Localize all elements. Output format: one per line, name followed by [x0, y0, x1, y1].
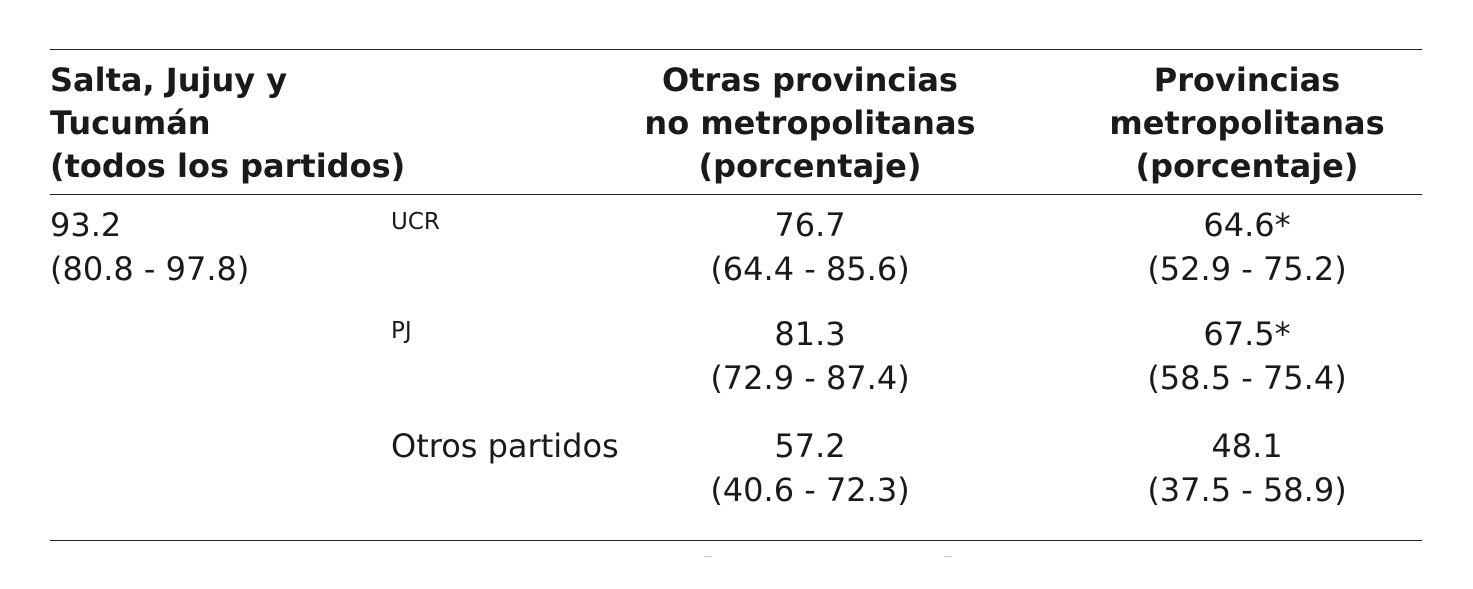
cell-value: 67.5* — [1203, 315, 1291, 353]
header-line: Provincias — [1153, 61, 1341, 99]
cell-value: 64.6* — [1203, 206, 1291, 244]
header-line: (porcentaje) — [698, 147, 922, 185]
party-label-ucr: UCR — [391, 209, 440, 235]
scan-artifact-mark — [944, 556, 952, 565]
cell-value: 81.3 — [774, 315, 846, 353]
pj-metro-cell: 67.5* (58.5 - 75.4) — [1062, 312, 1432, 400]
cell-range: (80.8 - 97.8) — [50, 250, 250, 288]
cell-range: (64.4 - 85.6) — [710, 250, 910, 288]
header-line: Tucumán — [50, 104, 211, 142]
cell-range: (52.9 - 75.2) — [1147, 250, 1347, 288]
header-line: metropolitanas — [1109, 104, 1385, 142]
header-line: (porcentaje) — [1135, 147, 1359, 185]
ucr-otras-cell: 76.7 (64.4 - 85.6) — [620, 203, 1000, 291]
ucr-metro-cell: 64.6* (52.9 - 75.2) — [1062, 203, 1432, 291]
header-otras-provincias: Otras provincias no metropolitanas (porc… — [620, 59, 1000, 188]
pj-otras-cell: 81.3 (72.9 - 87.4) — [620, 312, 1000, 400]
header-line: Otras provincias — [662, 61, 958, 99]
cell-range: (72.9 - 87.4) — [710, 359, 910, 397]
header-line: Salta, Jujuy y — [50, 61, 288, 99]
salta-value-cell: 93.2 (80.8 - 97.8) — [50, 203, 249, 291]
party-label-otros: Otros partidos — [391, 427, 619, 465]
otros-metro-cell: 48.1 (37.5 - 58.9) — [1062, 424, 1432, 512]
cell-range: (58.5 - 75.4) — [1147, 359, 1347, 397]
header-provincias-metropolitanas: Provincias metropolitanas (porcentaje) — [1062, 59, 1432, 188]
party-label-pj: PJ — [391, 318, 412, 344]
cell-range: (40.6 - 72.3) — [710, 471, 910, 509]
cell-value: 76.7 — [774, 206, 846, 244]
scan-artifact-mark — [704, 556, 712, 565]
cell-value: 93.2 — [50, 206, 122, 244]
table-bottom-rule — [50, 540, 1422, 541]
cell-value: 57.2 — [774, 427, 846, 465]
header-rule — [50, 194, 1422, 195]
header-line: no metropolitanas — [644, 104, 976, 142]
cell-range: (37.5 - 58.9) — [1147, 471, 1347, 509]
table-top-rule — [50, 49, 1422, 50]
otros-otras-cell: 57.2 (40.6 - 72.3) — [620, 424, 1000, 512]
header-line: (todos los partidos) — [50, 147, 406, 185]
header-salta-jujuy-tucuman: Salta, Jujuy y Tucumán (todos los partid… — [50, 59, 405, 188]
cell-value: 48.1 — [1211, 427, 1283, 465]
